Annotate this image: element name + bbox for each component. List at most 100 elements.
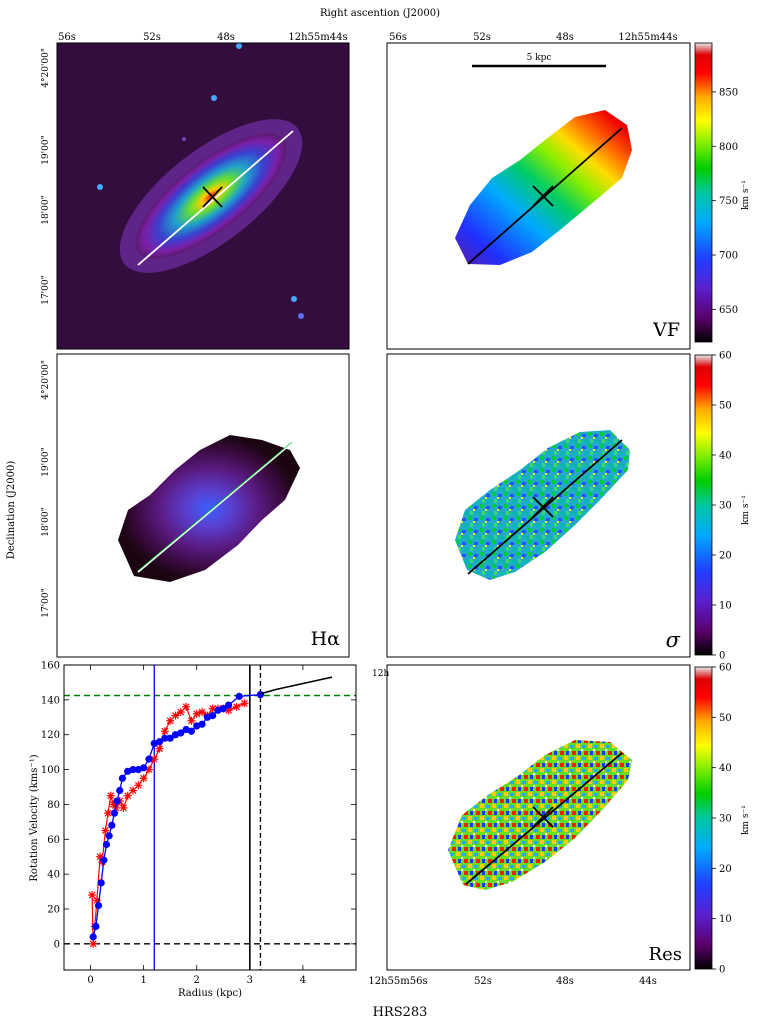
red-point <box>155 744 164 753</box>
dec-tick-label: 17'00" <box>41 275 51 305</box>
colorbar-vf: 650 700 750 800 850 km s⁻¹ <box>694 42 751 343</box>
red-point-stroke <box>172 712 179 719</box>
red-point <box>104 809 113 818</box>
res-label: Res <box>649 944 682 965</box>
y-tick-label: 80 <box>47 800 60 811</box>
sigma-map <box>455 430 630 580</box>
star <box>97 184 103 190</box>
scale-bar-label: 5 kpc <box>527 53 552 63</box>
blue-point <box>235 692 243 700</box>
red-point-stroke <box>145 766 153 773</box>
star <box>182 137 186 141</box>
red-point <box>123 791 132 800</box>
red-point <box>232 702 241 711</box>
colorbar-tick-label: 40 <box>719 451 732 462</box>
colorbar-res-strip <box>694 666 713 970</box>
sigma-major-axis <box>467 439 623 575</box>
dec-tick-label: 4°20'00" <box>41 48 51 88</box>
red-point <box>171 711 180 720</box>
ha-major-axis <box>137 441 294 573</box>
dec-tick-label: 4°20'00" <box>41 360 51 400</box>
colorbar-sigma: 0 10 20 30 40 50 60 km s⁻¹ <box>694 351 751 662</box>
panel-residual: Res 12h <box>372 664 691 971</box>
red-point <box>129 786 138 795</box>
star <box>298 313 304 319</box>
colorbar-res-unit: km s⁻¹ <box>741 805 751 835</box>
red-point-stroke <box>104 809 112 817</box>
colorbar-tick-label: 60 <box>719 663 732 674</box>
red-point-stroke <box>124 792 132 800</box>
colorbar-tick-label: 20 <box>719 864 732 875</box>
blue-point <box>92 922 100 931</box>
blue-point <box>224 701 233 709</box>
colorbar-res-ticks: 0 10 20 30 40 50 60 <box>712 663 732 976</box>
colorbar-vf-unit: km s⁻¹ <box>741 180 751 210</box>
red-point <box>240 699 249 708</box>
res-frame <box>386 664 691 971</box>
blue-point <box>145 755 153 763</box>
left-axis-label: Declination (J2000) <box>6 461 17 560</box>
blue-point <box>94 901 103 910</box>
vf-major-axis <box>467 127 623 265</box>
red-point-stroke <box>150 755 158 763</box>
rc-xlabel: Radius (kpc) <box>178 988 242 999</box>
red-point-stroke <box>182 703 190 711</box>
colorbar-tick-label: 60 <box>719 351 732 362</box>
ra-ticks-bottom: 12h55m56s 52s 48s 44s <box>368 976 657 987</box>
galaxy-name: HRS283 <box>373 1005 428 1020</box>
red-point-stroke <box>166 717 174 725</box>
colorbar-tick-label: 40 <box>719 763 732 774</box>
ra-tick-label: 44s <box>639 976 657 987</box>
red-point-stroke <box>134 781 142 789</box>
ra-tick-label: 52s <box>473 32 491 43</box>
red-point <box>89 939 98 948</box>
blue-point <box>110 809 119 817</box>
red-point-stroke <box>187 717 195 725</box>
star <box>236 43 242 49</box>
blue-point <box>187 727 196 735</box>
dec-tick-label: 17'00" <box>41 588 51 618</box>
ra-ticks-top-right: 56s 52s 48s 12h55m44s <box>389 32 678 43</box>
sigma-frame <box>386 353 691 658</box>
blue-point <box>118 774 126 782</box>
red-point-stroke <box>225 706 233 714</box>
dec-tick-label: 19'00" <box>41 135 51 165</box>
vf-map <box>455 110 632 265</box>
colorbar-sigma-unit: km s⁻¹ <box>741 495 751 525</box>
red-point <box>134 781 143 790</box>
ha-major-axis-green <box>138 441 293 571</box>
ha-frame <box>56 353 350 658</box>
colorbar-tick-label: 650 <box>719 305 738 316</box>
sigma-center-cross <box>532 496 554 518</box>
dec-tick-label: 18'00" <box>41 507 51 537</box>
red-point-stroke <box>101 827 109 834</box>
blue-point <box>219 704 227 713</box>
red-point <box>88 891 97 900</box>
sigma-label: σ <box>666 628 681 652</box>
y-tick-label: 100 <box>41 765 60 776</box>
red-point <box>106 791 115 800</box>
blue-point <box>89 933 97 941</box>
rc-ylabel: Rotation Velocity (kms⁻¹) <box>29 754 40 881</box>
dec-ticks-middle: 4°20'00" 19'00" 18'00" 17'00" <box>41 360 51 618</box>
x-tick-label: 1 <box>140 975 146 986</box>
colorbar-vf-ticks: 650 700 750 800 850 <box>712 87 738 316</box>
red-point-stroke <box>209 705 217 712</box>
major-axis-line <box>137 130 294 266</box>
ra-tick-label: 56s <box>58 32 76 43</box>
colorbar-tick-label: 0 <box>719 965 725 976</box>
red-point-stroke <box>129 787 137 794</box>
ra-tick-label: 12h55m56s <box>368 976 427 987</box>
blue-point <box>105 832 113 840</box>
blue-point <box>100 856 108 864</box>
blue-point <box>198 720 206 728</box>
blue-point <box>116 786 124 795</box>
colorbar-tick-label: 750 <box>719 196 738 207</box>
blue-point <box>256 691 265 699</box>
blue-point <box>102 840 111 849</box>
red-point-stroke <box>177 708 185 716</box>
dec-tick-label: 19'00" <box>41 447 51 477</box>
red-point-stroke <box>96 853 104 861</box>
